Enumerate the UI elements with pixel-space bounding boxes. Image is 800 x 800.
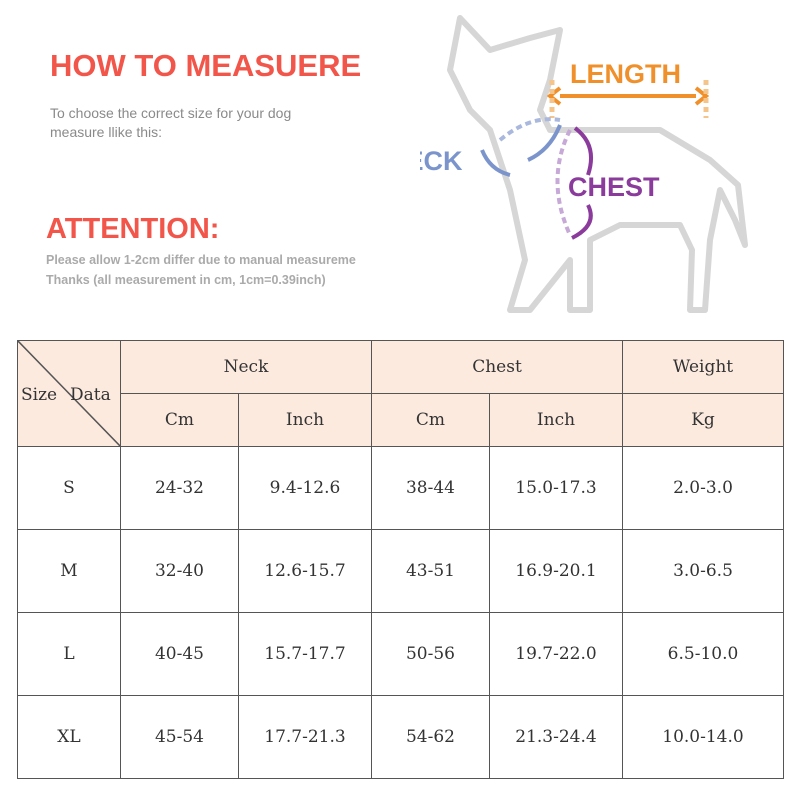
unit-header: Inch <box>238 393 372 447</box>
unit-header: Inch <box>489 393 623 447</box>
table-row: XL 45-54 17.7-21.3 54-62 21.3-24.4 10.0-14.0 <box>17 695 784 779</box>
dog-outline <box>447 15 748 313</box>
data-cell: 19.7-22.0 <box>489 612 623 696</box>
diagonal <box>18 341 121 447</box>
subtitle-line: To choose the correct size for your dog <box>50 105 292 121</box>
data-cell: 15.0-17.3 <box>489 446 623 530</box>
size-cell: L <box>17 612 121 696</box>
neck-arrows <box>480 124 562 177</box>
data-cell: 24-32 <box>120 446 239 530</box>
data-cell: 21.3-24.4 <box>489 695 623 779</box>
data-cell: 6.5-10.0 <box>622 612 784 696</box>
data-cell: 2.0-3.0 <box>622 446 784 530</box>
table-row: M 32-40 12.6-15.7 43-51 16.9-20.1 3.0-6.5 <box>17 529 784 613</box>
corner-cell: Size Data <box>17 340 121 447</box>
corner-label: Data <box>70 385 111 405</box>
unit-header: Kg <box>622 393 784 447</box>
group-header: Chest <box>371 340 623 394</box>
group-header: Neck <box>120 340 372 394</box>
length-arrow-heads <box>546 86 710 106</box>
data-cell: 16.9-20.1 <box>489 529 623 613</box>
data-cell: 3.0-6.5 <box>622 529 784 613</box>
data-cell: 12.6-15.7 <box>238 529 372 613</box>
neck-line <box>498 117 561 142</box>
data-cell: 17.7-21.3 <box>238 695 372 779</box>
dog-diagram: LENGTH NECK CHEST <box>420 15 748 313</box>
data-cell: 54-62 <box>371 695 490 779</box>
chest-line <box>555 129 572 236</box>
corner-label: Size <box>21 385 58 405</box>
data-cell: 50-56 <box>371 612 490 696</box>
attention-line: Please allow 1-2cm differ due to manual … <box>46 253 356 267</box>
size-table: Size Data Neck Chest Weight Cm Inch Cm Inch… <box>17 340 784 779</box>
data-cell: 38-44 <box>371 446 490 530</box>
unit-header: Cm <box>120 393 239 447</box>
data-cell: 15.7-17.7 <box>238 612 372 696</box>
chest-arrows <box>571 126 593 240</box>
data-cell: 9.4-12.6 <box>238 446 372 530</box>
table-row: S 24-32 9.4-12.6 38-44 15.0-17.3 2.0-3.0 <box>17 446 784 530</box>
group-header: Weight <box>622 340 784 394</box>
table-row: L 40-45 15.7-17.7 50-56 19.7-22.0 6.5-10.0 <box>17 612 784 696</box>
attention-title: ATTENTION: <box>46 213 220 245</box>
data-cell: 45-54 <box>120 695 239 779</box>
data-cell: 40-45 <box>120 612 239 696</box>
attention-line: Thanks (all measurement in cm, 1cm=0.39i… <box>46 273 326 287</box>
size-cell: S <box>17 446 121 530</box>
neck-label: NECK <box>420 146 463 176</box>
subtitle-line: measure llike this: <box>50 124 163 140</box>
data-cell: 32-40 <box>120 529 239 613</box>
unit-header: Cm <box>371 393 490 447</box>
size-cell: M <box>17 529 121 613</box>
length-label: LENGTH <box>570 59 681 89</box>
data-cell: 10.0-14.0 <box>622 695 784 779</box>
chest-label: CHEST <box>568 172 660 202</box>
size-cell: XL <box>17 695 121 779</box>
title: HOW TO MEASUERE <box>50 48 362 83</box>
subtitle: To choose the correct size for your dog … <box>50 104 291 142</box>
attention-text: Please allow 1-2cm differ due to manual … <box>46 250 406 290</box>
data-cell: 43-51 <box>371 529 490 613</box>
